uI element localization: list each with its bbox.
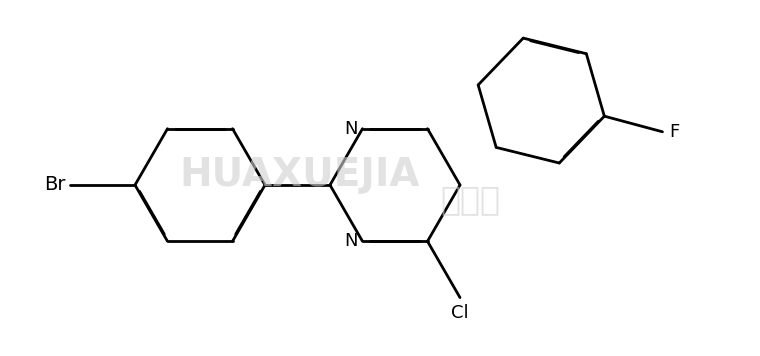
Text: F: F: [670, 123, 679, 141]
Text: HUAXUEJIA: HUAXUEJIA: [180, 156, 420, 194]
Text: Cl: Cl: [451, 304, 469, 321]
Text: N: N: [344, 120, 357, 138]
Text: 化学加: 化学加: [440, 183, 500, 216]
Text: Br: Br: [45, 176, 66, 194]
Text: N: N: [344, 232, 357, 250]
